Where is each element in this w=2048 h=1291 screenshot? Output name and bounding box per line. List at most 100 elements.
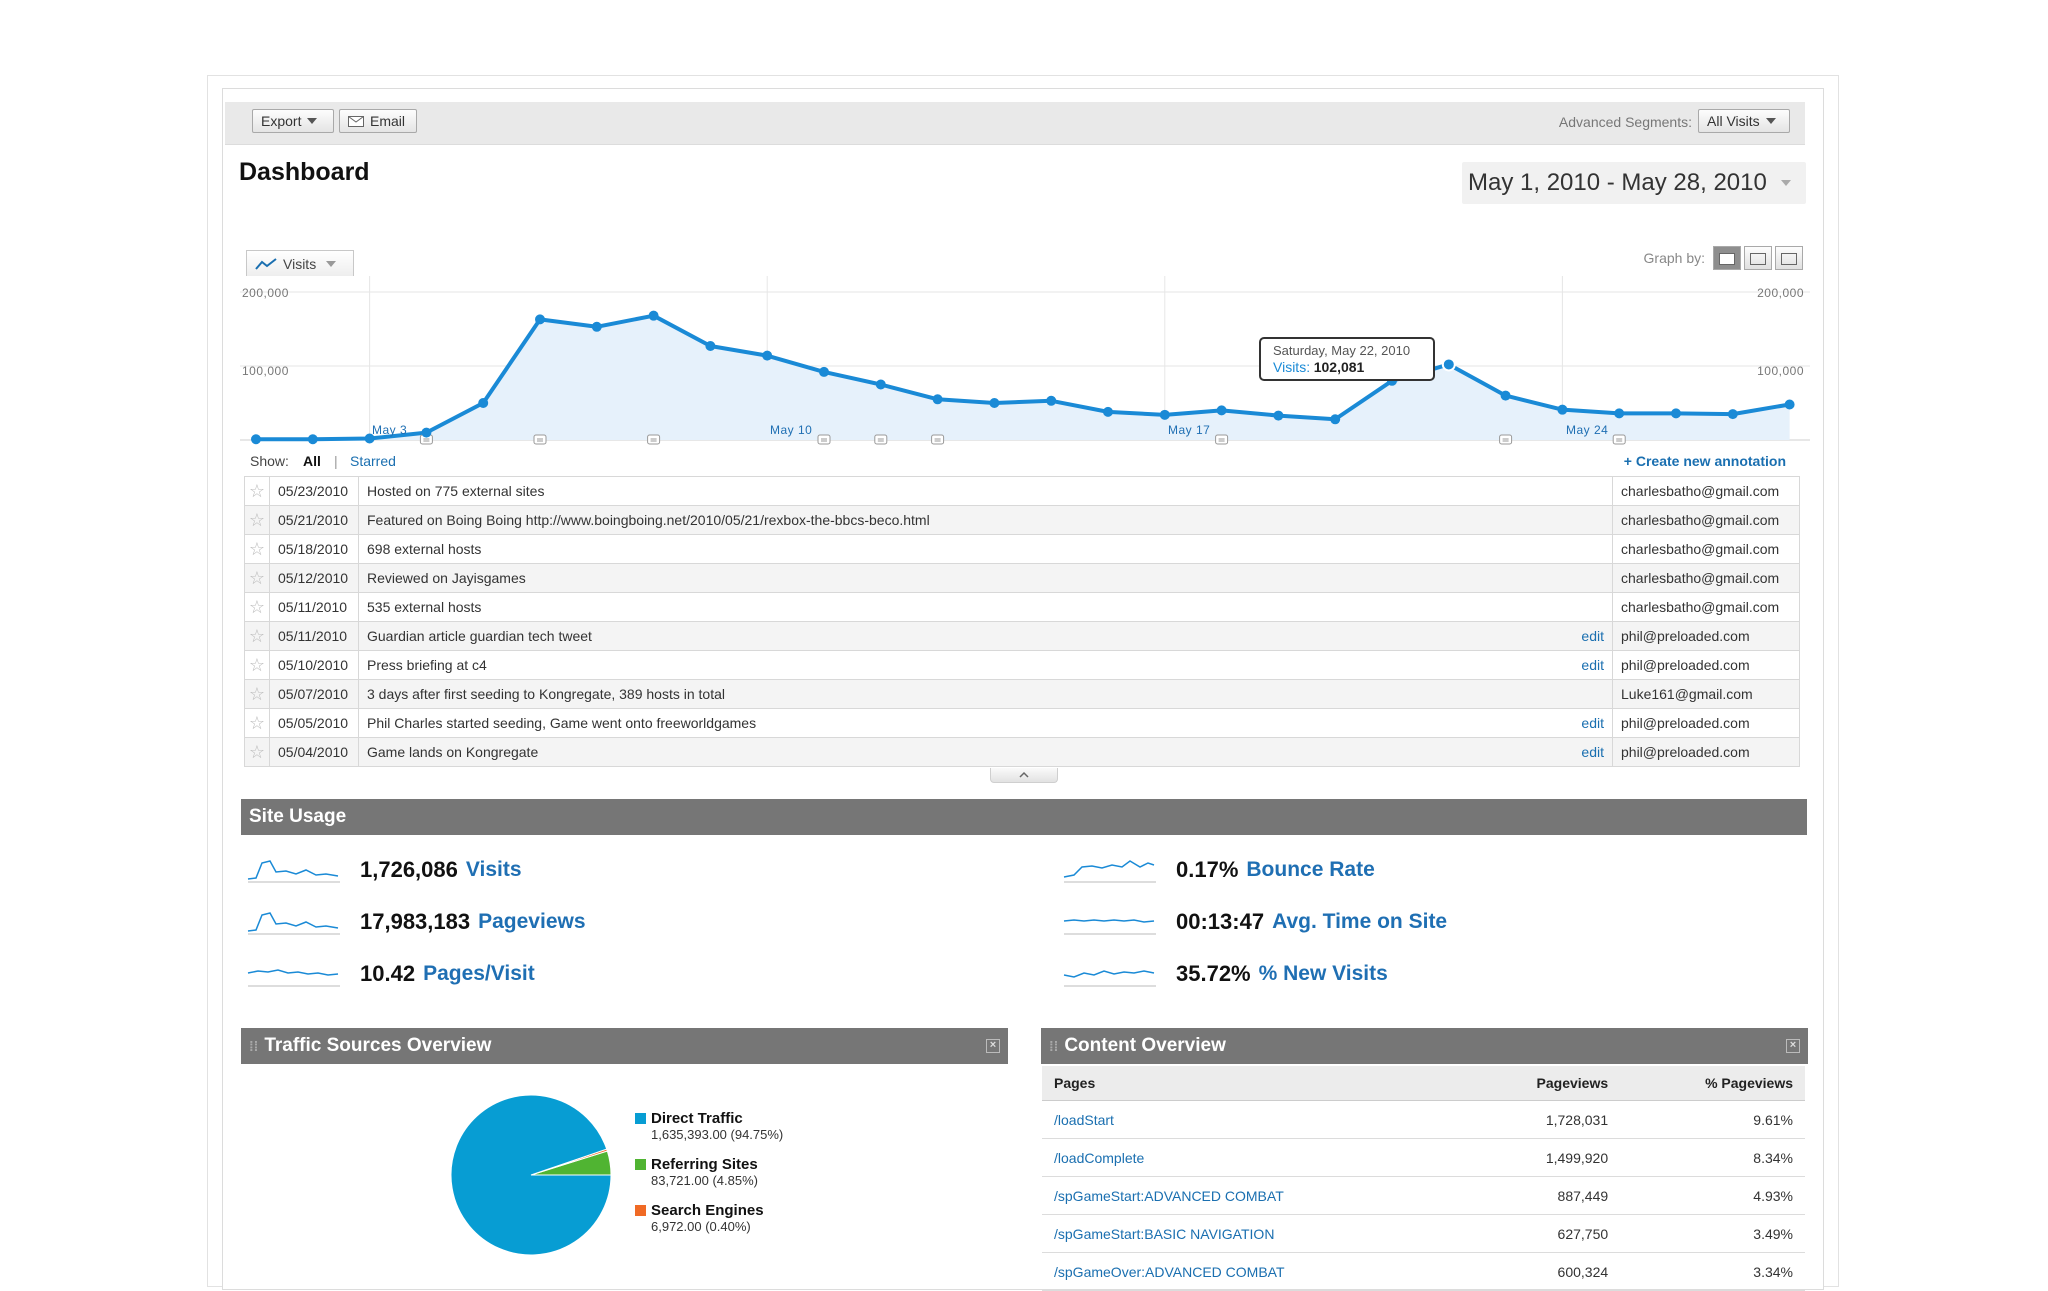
star-icon[interactable]: ☆	[244, 563, 270, 593]
data-point[interactable]	[989, 398, 1000, 408]
star-icon[interactable]: ☆	[244, 592, 270, 622]
metric-tab-label: Visits	[283, 255, 317, 272]
data-point[interactable]	[421, 427, 432, 438]
annotation-edit-link[interactable]: edit	[1581, 744, 1604, 760]
data-point[interactable]	[307, 434, 318, 445]
annotation-marker-icon[interactable]	[533, 434, 547, 445]
filter-starred-link[interactable]: Starred	[350, 453, 396, 469]
email-button[interactable]: Email	[339, 109, 417, 133]
data-point[interactable]	[1330, 414, 1341, 425]
data-point[interactable]	[1727, 409, 1738, 420]
graph-by-day-button[interactable]	[1713, 246, 1741, 270]
graph-by-week-button[interactable]	[1744, 246, 1772, 270]
page-link[interactable]: /spGameOver:ADVANCED COMBAT	[1042, 1252, 1463, 1291]
star-icon[interactable]: ☆	[244, 679, 270, 709]
site-usage-metric: 35.72% % New Visits	[1062, 961, 1388, 987]
content-overview-table: Pages Pageviews % Pageviews /loadStart 1,…	[1042, 1066, 1805, 1291]
data-point[interactable]	[1784, 399, 1795, 410]
graph-by-month-button[interactable]	[1775, 246, 1803, 270]
annotation-marker-icon[interactable]	[1499, 434, 1513, 445]
page-link[interactable]: /loadStart	[1042, 1100, 1463, 1139]
data-point[interactable]	[1273, 410, 1284, 421]
site-usage-header: Site Usage	[241, 799, 1807, 835]
data-point[interactable]	[1046, 395, 1057, 406]
annotation-user: phil@preloaded.com	[1612, 737, 1800, 767]
star-icon[interactable]: ☆	[244, 534, 270, 564]
data-point[interactable]	[478, 398, 489, 408]
annotation-marker-icon[interactable]	[1612, 434, 1626, 445]
annotation-marker-icon[interactable]	[817, 434, 831, 445]
data-point[interactable]	[1103, 406, 1113, 417]
star-icon[interactable]: ☆	[244, 708, 270, 738]
segments-select[interactable]: All Visits	[1698, 109, 1790, 133]
data-point[interactable]	[932, 394, 943, 405]
data-point[interactable]	[1671, 408, 1681, 419]
export-button[interactable]: Export	[252, 109, 334, 133]
table-row: /spGameOver:ADVANCED COMBAT 600,324 3.34%	[1042, 1252, 1805, 1291]
collapse-annotations-handle[interactable]	[990, 768, 1058, 783]
data-point[interactable]	[1159, 409, 1170, 420]
close-icon[interactable]: ×	[1786, 1039, 1800, 1053]
metric-label-link[interactable]: Bounce Rate	[1246, 858, 1375, 881]
metric-label-link[interactable]: Visits	[465, 858, 522, 881]
data-point[interactable]	[705, 341, 716, 352]
pie-slice[interactable]	[450, 1094, 612, 1256]
date-range-picker[interactable]: May 1, 2010 - May 28, 2010	[1462, 162, 1806, 204]
metric-label-link[interactable]: Pages/Visit	[423, 962, 535, 985]
pie-legend-item[interactable]: Direct Traffic 1,635,393.00 (94.75%)	[635, 1110, 783, 1142]
annotation-row: ☆ 05/07/2010 3 days after first seeding to…	[244, 679, 1800, 709]
close-icon[interactable]: ×	[986, 1039, 1000, 1053]
drag-handle-icon[interactable]: ⁞⁞	[249, 1038, 259, 1054]
annotation-marker-icon[interactable]	[931, 434, 945, 445]
filter-all-link[interactable]: All	[303, 453, 321, 469]
data-point[interactable]	[251, 434, 261, 445]
page-link[interactable]: /spGameStart:BASIC NAVIGATION	[1042, 1214, 1463, 1253]
data-point[interactable]	[762, 350, 773, 361]
data-point[interactable]	[819, 366, 829, 377]
star-icon[interactable]: ☆	[244, 737, 270, 767]
envelope-icon	[348, 115, 364, 127]
page-link[interactable]: /spGameStart:ADVANCED COMBAT	[1042, 1176, 1463, 1215]
annotation-text: Featured on Boing Boing http://www.boing…	[367, 512, 930, 528]
annotation-text: 535 external hosts	[367, 599, 482, 615]
data-point[interactable]	[535, 314, 545, 325]
pct-pageviews-cell: 9.61%	[1620, 1100, 1805, 1139]
annotation-edit-link[interactable]: edit	[1581, 715, 1604, 731]
data-point[interactable]	[648, 310, 659, 321]
data-point[interactable]	[1500, 390, 1511, 401]
data-point[interactable]	[1216, 405, 1227, 416]
sparkline-icon	[247, 860, 340, 883]
annotation-note: Press briefing at c4 edit	[358, 650, 1613, 680]
annotation-edit-link[interactable]: edit	[1581, 657, 1604, 673]
drag-handle-icon[interactable]: ⁞⁞	[1049, 1038, 1059, 1054]
metric-label-link[interactable]: Pageviews	[478, 910, 586, 933]
annotation-marker-icon[interactable]	[1215, 434, 1229, 445]
data-point[interactable]	[364, 433, 375, 444]
star-icon[interactable]: ☆	[244, 476, 270, 506]
annotation-edit-link[interactable]: edit	[1581, 628, 1604, 644]
metric-tab-visits[interactable]: Visits	[246, 250, 354, 276]
data-point[interactable]	[591, 321, 602, 332]
annotation-date: 05/23/2010	[269, 476, 359, 506]
pie-legend-item[interactable]: Referring Sites 83,721.00 (4.85%)	[635, 1156, 758, 1188]
data-point[interactable]	[1557, 404, 1568, 415]
annotation-user: phil@preloaded.com	[1612, 621, 1800, 651]
data-point[interactable]	[1441, 357, 1456, 372]
pageviews-cell: 627,750	[1462, 1214, 1621, 1253]
pie-legend-item[interactable]: Search Engines 6,972.00 (0.40%)	[635, 1202, 764, 1234]
pageviews-cell: 887,449	[1462, 1176, 1621, 1215]
data-point[interactable]	[875, 379, 886, 390]
metric-label-link[interactable]: Avg. Time on Site	[1272, 910, 1448, 933]
metric-label-link[interactable]: % New Visits	[1258, 962, 1388, 985]
metric-value: 1,726,086	[360, 857, 458, 882]
star-icon[interactable]: ☆	[244, 505, 270, 535]
page-link[interactable]: /loadComplete	[1042, 1138, 1463, 1177]
star-icon[interactable]: ☆	[244, 621, 270, 651]
create-annotation-link[interactable]: + Create new annotation	[1623, 453, 1786, 469]
tooltip-metric: Visits:	[1273, 359, 1311, 375]
data-point[interactable]	[1614, 408, 1625, 419]
star-icon[interactable]: ☆	[244, 650, 270, 680]
sparkline-icon	[1063, 919, 1156, 935]
annotation-marker-icon[interactable]	[647, 434, 661, 445]
annotation-marker-icon[interactable]	[874, 434, 888, 445]
